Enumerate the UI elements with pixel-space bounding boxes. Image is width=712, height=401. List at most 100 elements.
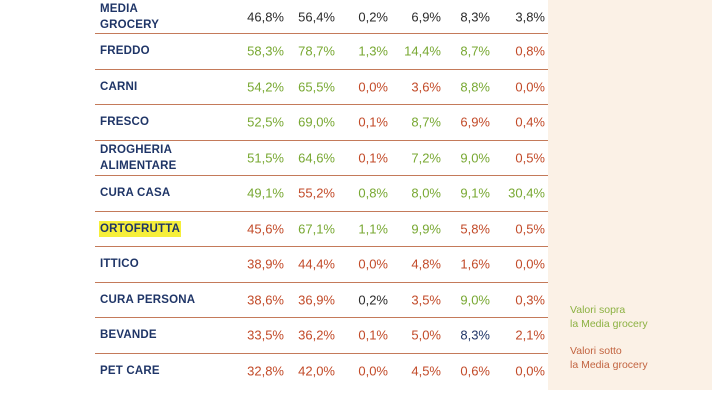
value-cell: 5,0% [411, 327, 441, 343]
value-cell: 0,2% [358, 9, 388, 24]
value-cell: 36,9% [298, 292, 335, 308]
row-label: DROGHERIA ALIMENTARE [100, 142, 177, 174]
legend-below: Valori sotto la Media grocery [570, 344, 648, 372]
value-cell: 6,9% [411, 9, 441, 24]
value-cell: 67,1% [298, 221, 335, 237]
row-label: ORTOFRUTTA [99, 220, 182, 237]
row-label: FRESCO [100, 114, 149, 130]
value-cell: 38,9% [247, 256, 284, 272]
value-cell: 3,5% [411, 292, 441, 308]
row-label: BEVANDE [100, 327, 157, 343]
value-cell: 51,5% [247, 150, 284, 166]
legend-above-line1: Valori sopra [570, 304, 626, 316]
value-cell: 0,0% [515, 79, 545, 95]
row-label-line1: CURA CASA [100, 187, 171, 200]
value-cell: 0,1% [358, 114, 388, 130]
value-cell: 8,7% [460, 43, 490, 59]
table-row: FREDDO 58,3% 78,7% 1,3% 14,4% 8,7% 0,8% [95, 34, 548, 70]
table-row: CARNI 54,2% 65,5% 0,0% 3,6% 8,8% 0,0% [95, 70, 548, 105]
row-label: MEDIA GROCERY [100, 1, 159, 33]
value-cell: 54,2% [247, 79, 284, 95]
legend-panel [548, 0, 712, 390]
value-cell: 0,0% [358, 256, 388, 272]
value-cell: 8,3% [460, 9, 490, 24]
value-cell: 0,8% [358, 185, 388, 201]
value-cell: 56,4% [298, 9, 335, 24]
table-row: DROGHERIA ALIMENTARE 51,5% 64,6% 0,1% 7,2% 9,0… [95, 141, 548, 176]
value-cell: 55,2% [298, 185, 335, 201]
value-cell: 0,4% [515, 114, 545, 130]
value-cell: 0,8% [515, 43, 545, 59]
value-cell: 3,8% [515, 9, 545, 24]
value-cell: 2,1% [515, 327, 545, 343]
value-cell: 4,5% [411, 363, 441, 379]
value-cell: 8,8% [460, 79, 490, 95]
value-cell: 69,0% [298, 114, 335, 130]
row-label-line1: FREDDO [100, 45, 150, 58]
row-label-line1: ITTICO [100, 258, 139, 271]
value-cell: 0,1% [358, 150, 388, 166]
value-cell: 0,5% [515, 221, 545, 237]
value-cell: 1,6% [460, 256, 490, 272]
value-cell: 0,6% [460, 363, 490, 379]
row-label: CARNI [100, 79, 137, 95]
value-cell: 45,6% [247, 221, 284, 237]
value-cell: 32,8% [247, 363, 284, 379]
row-label-line1: CARNI [100, 80, 138, 93]
value-cell: 0,2% [358, 292, 388, 308]
value-cell: 1,1% [358, 221, 388, 237]
value-cell: 7,2% [411, 150, 441, 166]
value-cell: 58,3% [247, 43, 284, 59]
value-cell: 8,7% [411, 114, 441, 130]
value-cell: 8,3% [460, 327, 490, 343]
table-row: BEVANDE 33,5% 36,2% 0,1% 5,0% 8,3% 2,1% [95, 318, 548, 354]
value-cell: 0,5% [515, 150, 545, 166]
value-cell: 9,9% [411, 221, 441, 237]
value-cell: 78,7% [298, 43, 335, 59]
value-cell: 52,5% [247, 114, 284, 130]
row-label-line1: DROGHERIA [100, 143, 173, 156]
value-cell: 42,0% [298, 363, 335, 379]
legend-below-line2: la Media grocery [570, 359, 648, 371]
value-cell: 49,1% [247, 185, 284, 201]
legend-below-line1: Valori sotto [570, 345, 622, 357]
value-cell: 64,6% [298, 150, 335, 166]
table-row: CURA CASA 49,1% 55,2% 0,8% 8,0% 9,1% 30,4% [95, 176, 548, 212]
row-label: ITTICO [100, 256, 139, 272]
value-cell: 0,3% [515, 292, 545, 308]
value-cell: 6,9% [460, 114, 490, 130]
value-cell: 0,0% [358, 79, 388, 95]
row-label-line1: FRESCO [100, 116, 150, 129]
table-row: CURA PERSONA 38,6% 36,9% 0,2% 3,5% 9,0% 0,3% [95, 283, 548, 318]
row-label: CURA CASA [100, 185, 170, 201]
value-cell: 3,6% [411, 79, 441, 95]
value-cell: 14,4% [404, 43, 441, 59]
legend-above-line2: la Media grocery [570, 318, 648, 330]
table-row: ORTOFRUTTA 45,6% 67,1% 1,1% 9,9% 5,8% 0,5% [95, 212, 548, 247]
table-row: PET CARE 32,8% 42,0% 0,0% 4,5% 0,6% 0,0% [95, 354, 548, 390]
row-label-line1: ORTOFRUTTA [100, 222, 181, 235]
value-cell: 4,8% [411, 256, 441, 272]
value-cell: 30,4% [508, 185, 545, 201]
value-cell: 46,8% [247, 9, 284, 24]
row-label-line1: BEVANDE [100, 329, 157, 342]
row-label: FREDDO [100, 43, 150, 59]
value-cell: 36,2% [298, 327, 335, 343]
value-cell: 9,0% [460, 150, 490, 166]
value-cell: 0,1% [358, 327, 388, 343]
value-cell: 0,0% [358, 363, 388, 379]
table-row: MEDIA GROCERY 46,8% 56,4% 0,2% 6,9% 8,3% 3,8% [95, 0, 548, 34]
grocery-table: MEDIA GROCERY 46,8% 56,4% 0,2% 6,9% 8,3% 3,8% FR… [95, 0, 548, 389]
row-label-line1: PET CARE [100, 365, 160, 378]
row-label-line2: ALIMENTARE [100, 159, 177, 172]
table-row: FRESCO 52,5% 69,0% 0,1% 8,7% 6,9% 0,4% [95, 105, 548, 141]
value-cell: 1,3% [358, 43, 388, 59]
value-cell: 8,0% [411, 185, 441, 201]
row-label-line2: GROCERY [100, 18, 160, 31]
legend-above: Valori sopra la Media grocery [570, 303, 648, 331]
value-cell: 33,5% [247, 327, 284, 343]
row-label-line1: MEDIA [100, 2, 139, 15]
value-cell: 0,0% [515, 363, 545, 379]
row-label: PET CARE [100, 363, 160, 379]
value-cell: 65,5% [298, 79, 335, 95]
